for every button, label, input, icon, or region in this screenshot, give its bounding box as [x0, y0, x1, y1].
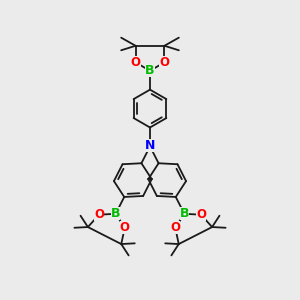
Text: O: O — [170, 221, 180, 234]
Text: B: B — [180, 207, 189, 220]
Text: O: O — [120, 221, 130, 234]
Text: N: N — [145, 139, 155, 152]
Text: B: B — [145, 64, 155, 77]
Text: B: B — [111, 207, 120, 220]
Text: O: O — [94, 208, 104, 221]
Text: O: O — [159, 56, 170, 69]
Text: O: O — [130, 56, 141, 69]
Text: O: O — [196, 208, 206, 221]
